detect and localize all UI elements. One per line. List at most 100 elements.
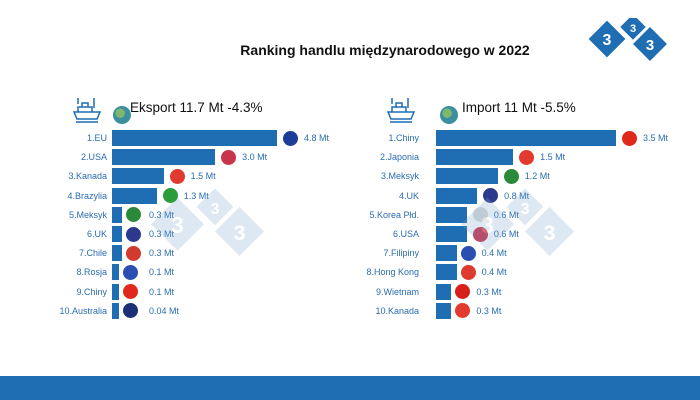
svg-text:3: 3 xyxy=(171,212,184,238)
value-label: 0.3 Mt xyxy=(476,286,502,297)
category-label: 8.Hong Kong xyxy=(366,267,419,278)
value-label: 1.5 Mt xyxy=(540,152,566,163)
category-label: 1.Chiny xyxy=(388,133,419,143)
value-label: 0.3 Mt xyxy=(149,209,174,221)
globe-icon xyxy=(440,106,458,124)
svg-text:3: 3 xyxy=(521,201,530,218)
flag-icon xyxy=(483,188,499,204)
value-label: 0.1 Mt xyxy=(149,286,175,297)
ship-icon xyxy=(386,96,416,124)
globe-icon xyxy=(113,106,131,124)
category-label: 9.Chiny xyxy=(76,286,107,297)
value-label: 0.4 Mt xyxy=(481,248,507,259)
category-label: 4.Brazylia xyxy=(67,190,107,201)
value-label: 1.3 Mt xyxy=(183,190,209,201)
bar xyxy=(436,302,452,319)
flag-icon xyxy=(472,207,488,223)
value-label: 0.04 Mt xyxy=(149,305,180,316)
flag-icon xyxy=(622,130,637,146)
value-label: 1.2 Mt xyxy=(524,171,550,182)
bar xyxy=(436,283,452,300)
flag-icon xyxy=(169,168,185,184)
value-label: 0.3 Mt xyxy=(149,248,175,259)
svg-text:3: 3 xyxy=(544,220,556,245)
flag-icon xyxy=(460,245,476,261)
bar xyxy=(436,245,457,262)
value-label: 0.3 Mt xyxy=(476,305,502,316)
bar xyxy=(112,206,123,223)
panel-title: Import 11 Mt -5.5% xyxy=(462,100,576,115)
watermark-logo: 333 xyxy=(150,188,265,256)
svg-text:3: 3 xyxy=(630,23,636,35)
bar xyxy=(436,168,498,185)
category-label: 5.Korea Płd. xyxy=(369,209,419,220)
bar xyxy=(112,302,119,319)
category-label: 6.USA xyxy=(392,229,419,239)
flag-icon xyxy=(283,130,298,146)
category-label: 7.Chile xyxy=(78,248,107,259)
chart-title: Ranking handlu międzynarodowego w 2022 xyxy=(240,42,530,58)
flag-icon xyxy=(455,303,471,319)
bar xyxy=(112,149,216,166)
footer-bar xyxy=(0,376,700,400)
category-label: 10.Australia xyxy=(59,305,107,316)
bar xyxy=(436,187,478,204)
svg-text:3: 3 xyxy=(211,201,220,218)
category-label: 8.Rosja xyxy=(76,267,107,278)
flag-icon xyxy=(460,264,476,280)
bar xyxy=(112,130,277,146)
ship-icon xyxy=(72,96,102,124)
value-label: 1.5 Mt xyxy=(190,171,216,182)
flag-icon xyxy=(126,245,142,261)
category-label: 2.USA xyxy=(80,152,107,163)
flag-icon xyxy=(221,149,237,165)
flag-icon xyxy=(503,168,519,184)
svg-text:3: 3 xyxy=(234,220,246,245)
bar xyxy=(436,226,467,242)
bar xyxy=(436,149,514,166)
flag-icon xyxy=(126,226,142,242)
category-label: 9.Wietnam xyxy=(375,286,419,297)
category-label: 3.Kanada xyxy=(68,171,107,182)
flag-icon xyxy=(519,149,535,165)
value-label: 0.1 Mt xyxy=(149,267,175,278)
flag-icon xyxy=(126,207,142,223)
bar xyxy=(112,264,119,281)
flag-icon xyxy=(472,226,488,242)
flag-icon xyxy=(123,303,138,319)
svg-text:3: 3 xyxy=(481,212,494,238)
value-label: 0.8 Mt xyxy=(504,190,530,201)
category-label: 1.EU xyxy=(86,133,107,143)
value-label: 3.0 Mt xyxy=(242,152,268,163)
value-label: 0.4 Mt xyxy=(481,267,507,278)
bar xyxy=(112,187,157,204)
category-label: 2.Japonia xyxy=(379,152,419,163)
category-label: 4.UK xyxy=(398,190,419,201)
bar xyxy=(436,264,457,281)
value-label: 4.8 Mt xyxy=(304,133,330,143)
svg-text:3: 3 xyxy=(603,32,612,49)
category-label: 5.Meksyk xyxy=(68,209,107,220)
bar xyxy=(112,226,123,242)
value-label: 0.6 Mt xyxy=(493,229,519,239)
watermark-logo: 333 xyxy=(460,188,575,256)
value-label: 0.6 Mt xyxy=(493,209,519,220)
flag-icon xyxy=(123,284,138,300)
logo-333: 333 xyxy=(588,18,667,61)
svg-text:3: 3 xyxy=(646,37,654,54)
bar xyxy=(112,168,164,185)
bar xyxy=(436,130,616,146)
category-label: 7.Filipiny xyxy=(383,248,419,259)
flag-icon xyxy=(455,284,471,300)
bar xyxy=(112,245,123,262)
category-label: 3.Meksyk xyxy=(380,171,419,182)
bar xyxy=(436,206,467,223)
panel-title: Eksport 11.7 Mt -4.3% xyxy=(130,100,263,115)
value-label: 3.5 Mt xyxy=(643,133,669,143)
category-label: 10.Kanada xyxy=(375,305,419,316)
value-label: 0.3 Mt xyxy=(149,228,174,240)
flag-icon xyxy=(123,264,138,280)
flag-icon xyxy=(162,188,178,204)
bar xyxy=(112,283,119,300)
category-label: 6.UK xyxy=(86,229,107,239)
